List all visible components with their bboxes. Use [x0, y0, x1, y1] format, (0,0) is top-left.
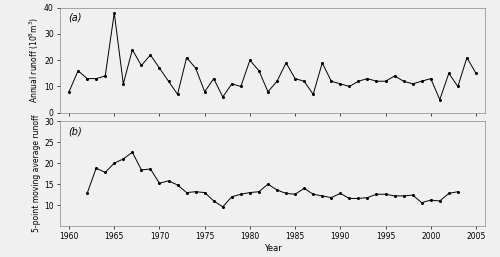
Text: (b): (b)	[68, 126, 82, 136]
Y-axis label: 5-point moving average runoff: 5-point moving average runoff	[32, 115, 41, 232]
X-axis label: Year: Year	[264, 244, 281, 253]
Text: (a): (a)	[68, 13, 82, 23]
Y-axis label: Annual runoff (10$^8$m$^3$): Annual runoff (10$^8$m$^3$)	[28, 17, 41, 103]
